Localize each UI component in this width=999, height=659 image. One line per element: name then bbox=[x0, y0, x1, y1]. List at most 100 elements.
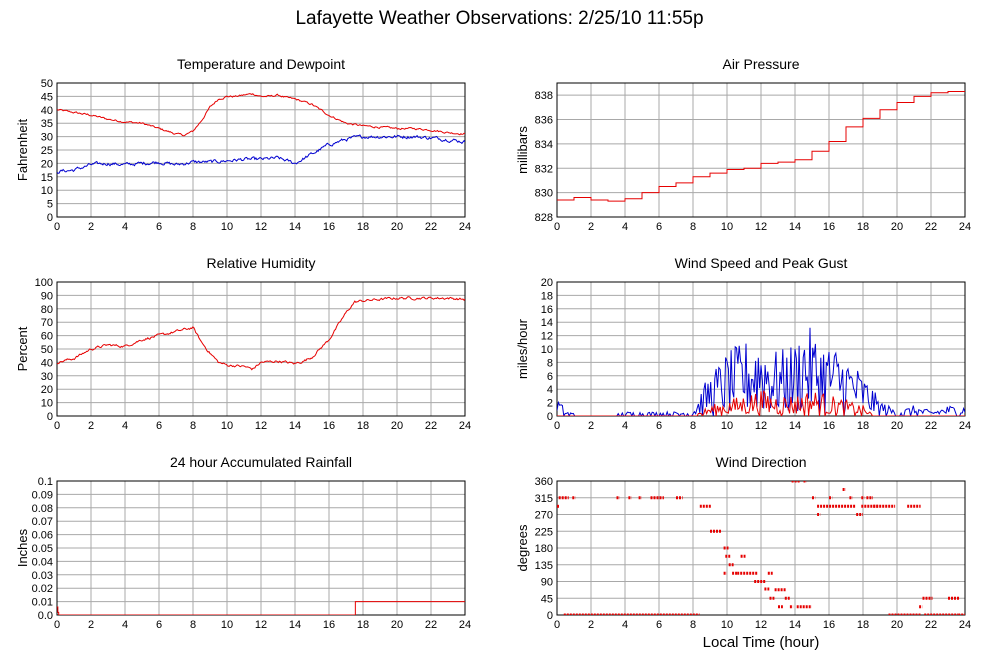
series-line bbox=[57, 601, 465, 615]
x-tick-label: 14 bbox=[789, 420, 801, 432]
x-tick-label: 6 bbox=[156, 221, 162, 233]
x-tick-label: 24 bbox=[459, 420, 471, 432]
y-tick-label: 836 bbox=[535, 115, 553, 127]
x-tick-label: 0 bbox=[54, 619, 60, 631]
x-axis-label: Local Time (hour) bbox=[702, 634, 820, 651]
y-tick-label: 90 bbox=[541, 577, 553, 589]
x-tick-label: 0 bbox=[554, 221, 560, 233]
y-tick-label: 4 bbox=[547, 384, 553, 396]
chart-title: Air Pressure bbox=[722, 56, 799, 72]
x-tick-label: 14 bbox=[789, 619, 801, 631]
y-tick-label: 10 bbox=[41, 185, 53, 197]
y-tick-label: 40 bbox=[41, 105, 53, 117]
x-tick-label: 14 bbox=[289, 420, 301, 432]
x-tick-label: 20 bbox=[391, 619, 403, 631]
y-tick-label: 45 bbox=[541, 593, 553, 605]
x-tick-label: 0 bbox=[554, 420, 560, 432]
page-title: Lafayette Weather Observations: 2/25/10 … bbox=[295, 8, 704, 29]
plot-frame bbox=[56, 281, 466, 417]
x-tick-label: 8 bbox=[190, 619, 196, 631]
y-axis-label: degrees bbox=[515, 524, 530, 571]
y-tick-label: 315 bbox=[535, 493, 553, 505]
x-tick-label: 16 bbox=[323, 619, 335, 631]
series-line bbox=[57, 93, 465, 137]
x-tick-label: 16 bbox=[323, 221, 335, 233]
chart-rain: 24 hour Accumulated Rainfall Inches 0 2 4 6 8 1… bbox=[15, 454, 471, 631]
x-tick-label: 24 bbox=[459, 221, 471, 233]
x-tick-label: 2 bbox=[88, 221, 94, 233]
y-tick-label: 0.06 bbox=[32, 530, 53, 542]
x-tick-label: 12 bbox=[255, 619, 267, 631]
x-tick-label: 8 bbox=[690, 221, 696, 233]
x-tick-label: 12 bbox=[755, 420, 767, 432]
series-line bbox=[57, 134, 465, 174]
plot-frame bbox=[56, 82, 466, 218]
y-tick-label: 50 bbox=[41, 78, 53, 90]
x-tick-label: 12 bbox=[255, 420, 267, 432]
y-tick-label: 30 bbox=[41, 132, 53, 144]
x-tick-label: 24 bbox=[959, 221, 971, 233]
y-tick-label: 838 bbox=[535, 90, 553, 102]
y-tick-label: 0.1 bbox=[38, 476, 53, 488]
x-tick-label: 10 bbox=[721, 221, 733, 233]
x-tick-label: 18 bbox=[857, 221, 869, 233]
x-tick-label: 18 bbox=[857, 420, 869, 432]
x-tick-label: 10 bbox=[221, 221, 233, 233]
x-tick-label: 10 bbox=[721, 420, 733, 432]
y-axis-label: Inches bbox=[15, 528, 30, 567]
x-tick-label: 20 bbox=[891, 420, 903, 432]
x-tick-label: 4 bbox=[122, 420, 128, 432]
y-tick-label: 80 bbox=[41, 304, 53, 316]
chart-title: Relative Humidity bbox=[207, 255, 316, 271]
plot-frame bbox=[556, 82, 966, 218]
y-tick-label: 828 bbox=[535, 212, 553, 224]
y-tick-label: 15 bbox=[41, 172, 53, 184]
y-tick-label: 832 bbox=[535, 163, 553, 175]
y-tick-label: 18 bbox=[541, 290, 553, 302]
x-tick-label: 24 bbox=[959, 420, 971, 432]
x-tick-label: 0 bbox=[554, 619, 560, 631]
x-tick-label: 2 bbox=[588, 619, 594, 631]
x-tick-label: 4 bbox=[622, 221, 628, 233]
y-axis-label: millibars bbox=[515, 126, 530, 174]
x-tick-label: 4 bbox=[622, 420, 628, 432]
y-tick-label: 12 bbox=[541, 331, 553, 343]
y-tick-label: 135 bbox=[535, 560, 553, 572]
x-tick-label: 12 bbox=[255, 221, 267, 233]
x-tick-label: 4 bbox=[122, 619, 128, 631]
y-tick-label: 180 bbox=[535, 543, 553, 555]
x-tick-label: 18 bbox=[357, 420, 369, 432]
y-tick-label: 0 bbox=[547, 411, 553, 423]
x-tick-label: 10 bbox=[721, 619, 733, 631]
y-tick-label: 70 bbox=[41, 317, 53, 329]
x-tick-label: 14 bbox=[289, 221, 301, 233]
y-tick-label: 35 bbox=[41, 118, 53, 130]
x-tick-label: 6 bbox=[156, 619, 162, 631]
x-tick-label: 20 bbox=[391, 221, 403, 233]
y-tick-label: 0.0 bbox=[38, 610, 53, 622]
x-tick-label: 2 bbox=[88, 619, 94, 631]
y-tick-label: 0.08 bbox=[32, 503, 53, 515]
y-tick-label: 100 bbox=[35, 277, 53, 289]
chart-title: Wind Direction bbox=[715, 454, 806, 470]
chart-title: Wind Speed and Peak Gust bbox=[675, 255, 848, 271]
y-tick-label: 60 bbox=[41, 331, 53, 343]
x-tick-label: 12 bbox=[755, 619, 767, 631]
y-tick-label: 0.02 bbox=[32, 583, 53, 595]
y-axis-label: Percent bbox=[15, 326, 30, 371]
plot-frame bbox=[556, 281, 966, 417]
y-tick-label: 270 bbox=[535, 510, 553, 522]
x-tick-label: 2 bbox=[588, 221, 594, 233]
y-tick-label: 830 bbox=[535, 188, 553, 200]
x-tick-label: 22 bbox=[925, 619, 937, 631]
y-tick-label: 0.04 bbox=[32, 556, 53, 568]
x-tick-label: 20 bbox=[891, 221, 903, 233]
y-tick-label: 0.09 bbox=[32, 489, 53, 501]
y-tick-label: 20 bbox=[41, 384, 53, 396]
chart-title: 24 hour Accumulated Rainfall bbox=[170, 454, 352, 470]
x-tick-label: 8 bbox=[690, 619, 696, 631]
